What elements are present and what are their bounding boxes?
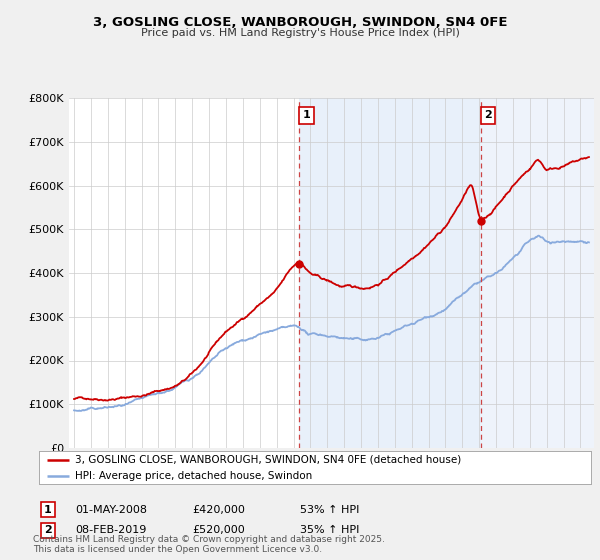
Text: Price paid vs. HM Land Registry's House Price Index (HPI): Price paid vs. HM Land Registry's House … [140,28,460,38]
Text: HPI: Average price, detached house, Swindon: HPI: Average price, detached house, Swin… [75,471,312,481]
Text: 2: 2 [484,110,492,120]
Text: 2: 2 [44,525,52,535]
Text: 08-FEB-2019: 08-FEB-2019 [75,525,146,535]
Text: 35% ↑ HPI: 35% ↑ HPI [300,525,359,535]
Text: £520,000: £520,000 [192,525,245,535]
Bar [299,98,481,448]
Text: £420,000: £420,000 [192,505,245,515]
Text: 1: 1 [302,110,310,120]
Text: 53% ↑ HPI: 53% ↑ HPI [300,505,359,515]
Text: 01-MAY-2008: 01-MAY-2008 [75,505,147,515]
Bar [69,98,299,448]
Text: Contains HM Land Registry data © Crown copyright and database right 2025.
This d: Contains HM Land Registry data © Crown c… [33,535,385,554]
Text: 3, GOSLING CLOSE, WANBOROUGH, SWINDON, SN4 0FE: 3, GOSLING CLOSE, WANBOROUGH, SWINDON, S… [93,16,507,29]
Text: 3, GOSLING CLOSE, WANBOROUGH, SWINDON, SN4 0FE (detached house): 3, GOSLING CLOSE, WANBOROUGH, SWINDON, S… [75,455,461,465]
Text: 1: 1 [44,505,52,515]
Bar [481,98,594,448]
